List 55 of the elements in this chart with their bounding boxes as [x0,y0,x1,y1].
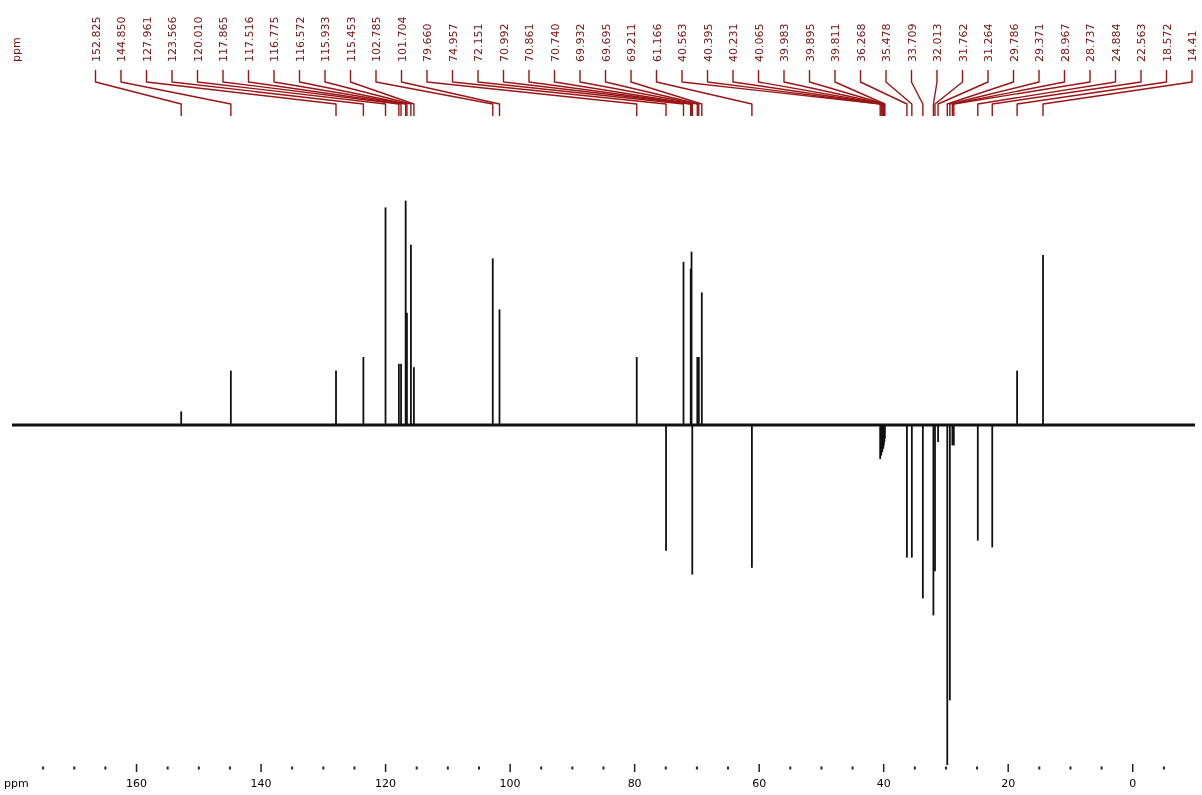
x-tick-label: 100 [499,777,521,790]
x-tick-label: 140 [250,777,272,790]
annotation: 33.709 [905,23,919,62]
annotation: 29.786 [1007,23,1021,62]
annotation: 115.453 [344,16,358,62]
annotation: 144.850 [115,16,128,62]
annotation: 123.566 [166,16,179,62]
annotation: 39.983 [778,23,791,62]
annotation: 116.572 [293,16,307,62]
annotation: 40.395 [701,23,715,62]
annotation: 24.884 [1109,23,1123,62]
annotation: 74.957 [446,23,460,62]
annotation: 39.895 [803,23,817,62]
annotation: 28.737 [1084,23,1097,62]
annotation: 152.825 [89,16,103,62]
annotation: 29.371 [1033,23,1046,62]
x-tick-label: 20 [1001,777,1016,790]
annotation: 70.992 [497,23,511,62]
annotation: 40.563 [676,23,689,62]
x-tick-label: 160 [126,777,148,790]
annotation: 102.785 [370,16,383,62]
annotation: 22.563 [1135,23,1148,62]
annotation: 39.811 [829,23,842,62]
x-tick-label: 80 [627,777,642,790]
annotation: 72.151 [472,23,485,62]
annotation: 18.572 [1160,23,1174,62]
annotation: 31.264 [982,23,995,62]
annotation: 79.660 [421,23,434,62]
annotation: 115.933 [319,16,332,62]
annotation: 117.865 [217,16,230,62]
annotation: 28.967 [1058,23,1072,62]
annotation: 120.010 [191,16,205,62]
annotation: 40.065 [752,23,766,62]
annotation: 35.478 [880,23,893,62]
annotation: 40.231 [727,23,740,62]
annotation: 31.762 [956,23,970,62]
annotation: 61.166 [650,23,664,62]
annotation: 32.013 [931,23,944,62]
text: ppm [10,37,23,62]
annotation: 127.961 [140,16,154,62]
annotation: 70.861 [523,23,536,62]
x-tick-label: 120 [375,777,397,790]
x-tick-label: 60 [752,777,767,790]
annotation: 117.516 [242,16,256,62]
annotation: 69.211 [625,23,638,62]
annotation: 36.268 [854,23,868,62]
x-tick-label: 40 [876,777,891,790]
annotation: 101.704 [395,16,409,62]
x-axis-title: ppm [4,777,29,790]
annotation: 70.740 [548,23,562,62]
annotation: 14.41 [1186,30,1199,62]
annotation: 69.932 [574,23,587,62]
annotation: 69.695 [599,23,613,62]
annotation: 116.775 [268,16,281,62]
x-tick-label: 0 [1129,777,1137,790]
